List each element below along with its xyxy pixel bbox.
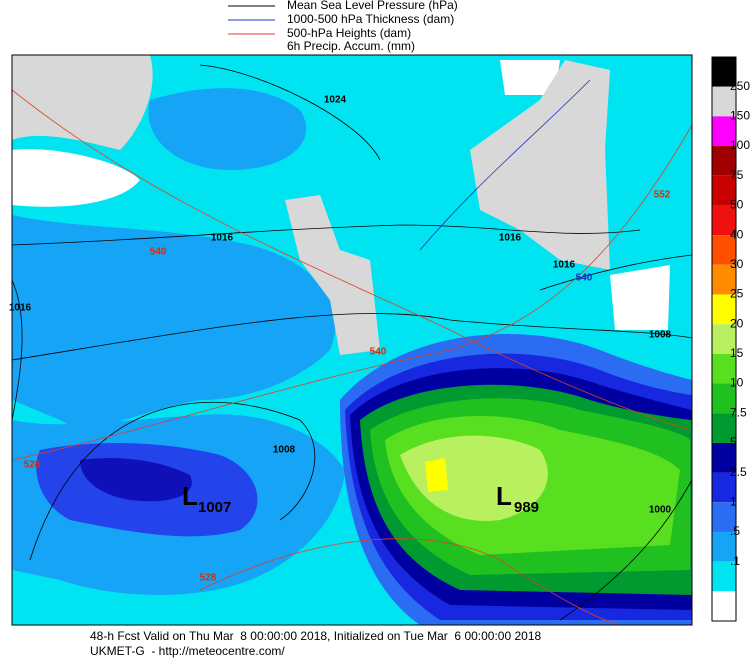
- colorbar-swatch: [712, 57, 736, 87]
- colorbar-label: 100: [730, 138, 750, 152]
- contour-label: 1016: [499, 233, 522, 244]
- colorbar-swatch: [712, 205, 736, 236]
- colorbar-label: 7.5: [730, 405, 747, 419]
- colorbar-swatch: [712, 591, 736, 621]
- colorbar-label: 50: [730, 198, 744, 212]
- colorbar-swatch: [712, 294, 736, 325]
- colorbar-label: 2.5: [730, 465, 747, 479]
- colorbar-swatch: [712, 531, 736, 562]
- contour-label: 552: [654, 190, 671, 201]
- colorbar-swatch: [712, 413, 736, 443]
- colorbar-label: 15: [730, 346, 744, 360]
- contour-label: 1024: [324, 95, 347, 106]
- colorbar-swatch: [712, 442, 736, 473]
- colorbar-label: 5: [730, 435, 737, 449]
- colorbar-label: .1: [730, 554, 740, 568]
- low-value: 989: [514, 499, 539, 516]
- colorbar-label: 75: [730, 168, 744, 182]
- contour-label: 540: [370, 347, 387, 358]
- contour-labels: 1024 1016 1016 1016 1016 1008 1008 1000 540 540 54…: [9, 95, 672, 584]
- low-letter: L: [182, 481, 198, 511]
- contour-label: 1008: [649, 330, 672, 341]
- colorbar-swatch: [712, 383, 736, 414]
- colorbar-label: .5: [730, 524, 740, 538]
- colorbar-label: 25: [730, 287, 744, 301]
- legend-item: Mean Sea Level Pressure (hPa): [287, 0, 458, 12]
- legend-item: 1000-500 hPa Thickness (dam): [287, 12, 454, 26]
- colorbar-swatch: [712, 324, 736, 354]
- colorbar-frame: [711, 56, 737, 622]
- colorbar-label: 150: [730, 109, 750, 123]
- legend-item: 500-hPa Heights (dam): [287, 26, 411, 40]
- colorbar-label: 1: [730, 494, 737, 508]
- legend: Mean Sea Level Pressure (hPa) 1000-500 h…: [228, 0, 458, 53]
- colorbar-swatch: [712, 175, 736, 206]
- colorbar-swatch: [712, 86, 736, 117]
- footer-valid: 48-h Fcst Valid on Thu Mar 8 00:00:00 20…: [90, 629, 542, 643]
- colorbar-label: 30: [730, 257, 744, 271]
- contour-label: 540: [150, 247, 167, 258]
- colorbar-label: 10: [730, 376, 744, 390]
- contour-label: 1016: [9, 303, 32, 314]
- contour-label: 1016: [553, 260, 576, 271]
- colorbar-swatch: [712, 235, 736, 265]
- colorbar-swatch: [712, 353, 736, 384]
- contour-label: 528: [200, 573, 217, 584]
- colorbar-swatch: [712, 146, 736, 176]
- colorbar-label: 250: [730, 79, 750, 93]
- colorbar-swatch: [712, 502, 736, 532]
- colorbar: 250 150 100 75 50 40 30 25 20 15 10 7.5 5 2.5 1 .5 .1: [711, 56, 750, 622]
- footer-source: UKMET-G - http://meteocentre.com/: [90, 644, 285, 658]
- low-letter: L: [496, 481, 512, 511]
- map-area: [12, 55, 692, 625]
- colorbar-swatch: [712, 116, 736, 147]
- colorbar-label: 40: [730, 227, 744, 241]
- colorbar-swatch: [712, 472, 736, 503]
- legend-item: 6h Precip. Accum. (mm): [287, 39, 415, 53]
- lows: L 1007 L 989: [182, 481, 539, 516]
- contour-label: 1000: [649, 505, 672, 516]
- contour-label: 540: [576, 273, 593, 284]
- contour-label: 1008: [273, 445, 296, 456]
- colorbar-label: 20: [730, 316, 744, 330]
- colorbar-swatch: [712, 561, 736, 592]
- contour-label: 1016: [211, 233, 234, 244]
- low-value: 1007: [198, 499, 231, 516]
- colorbar-swatch: [712, 264, 736, 295]
- contour-label: 528: [24, 460, 41, 471]
